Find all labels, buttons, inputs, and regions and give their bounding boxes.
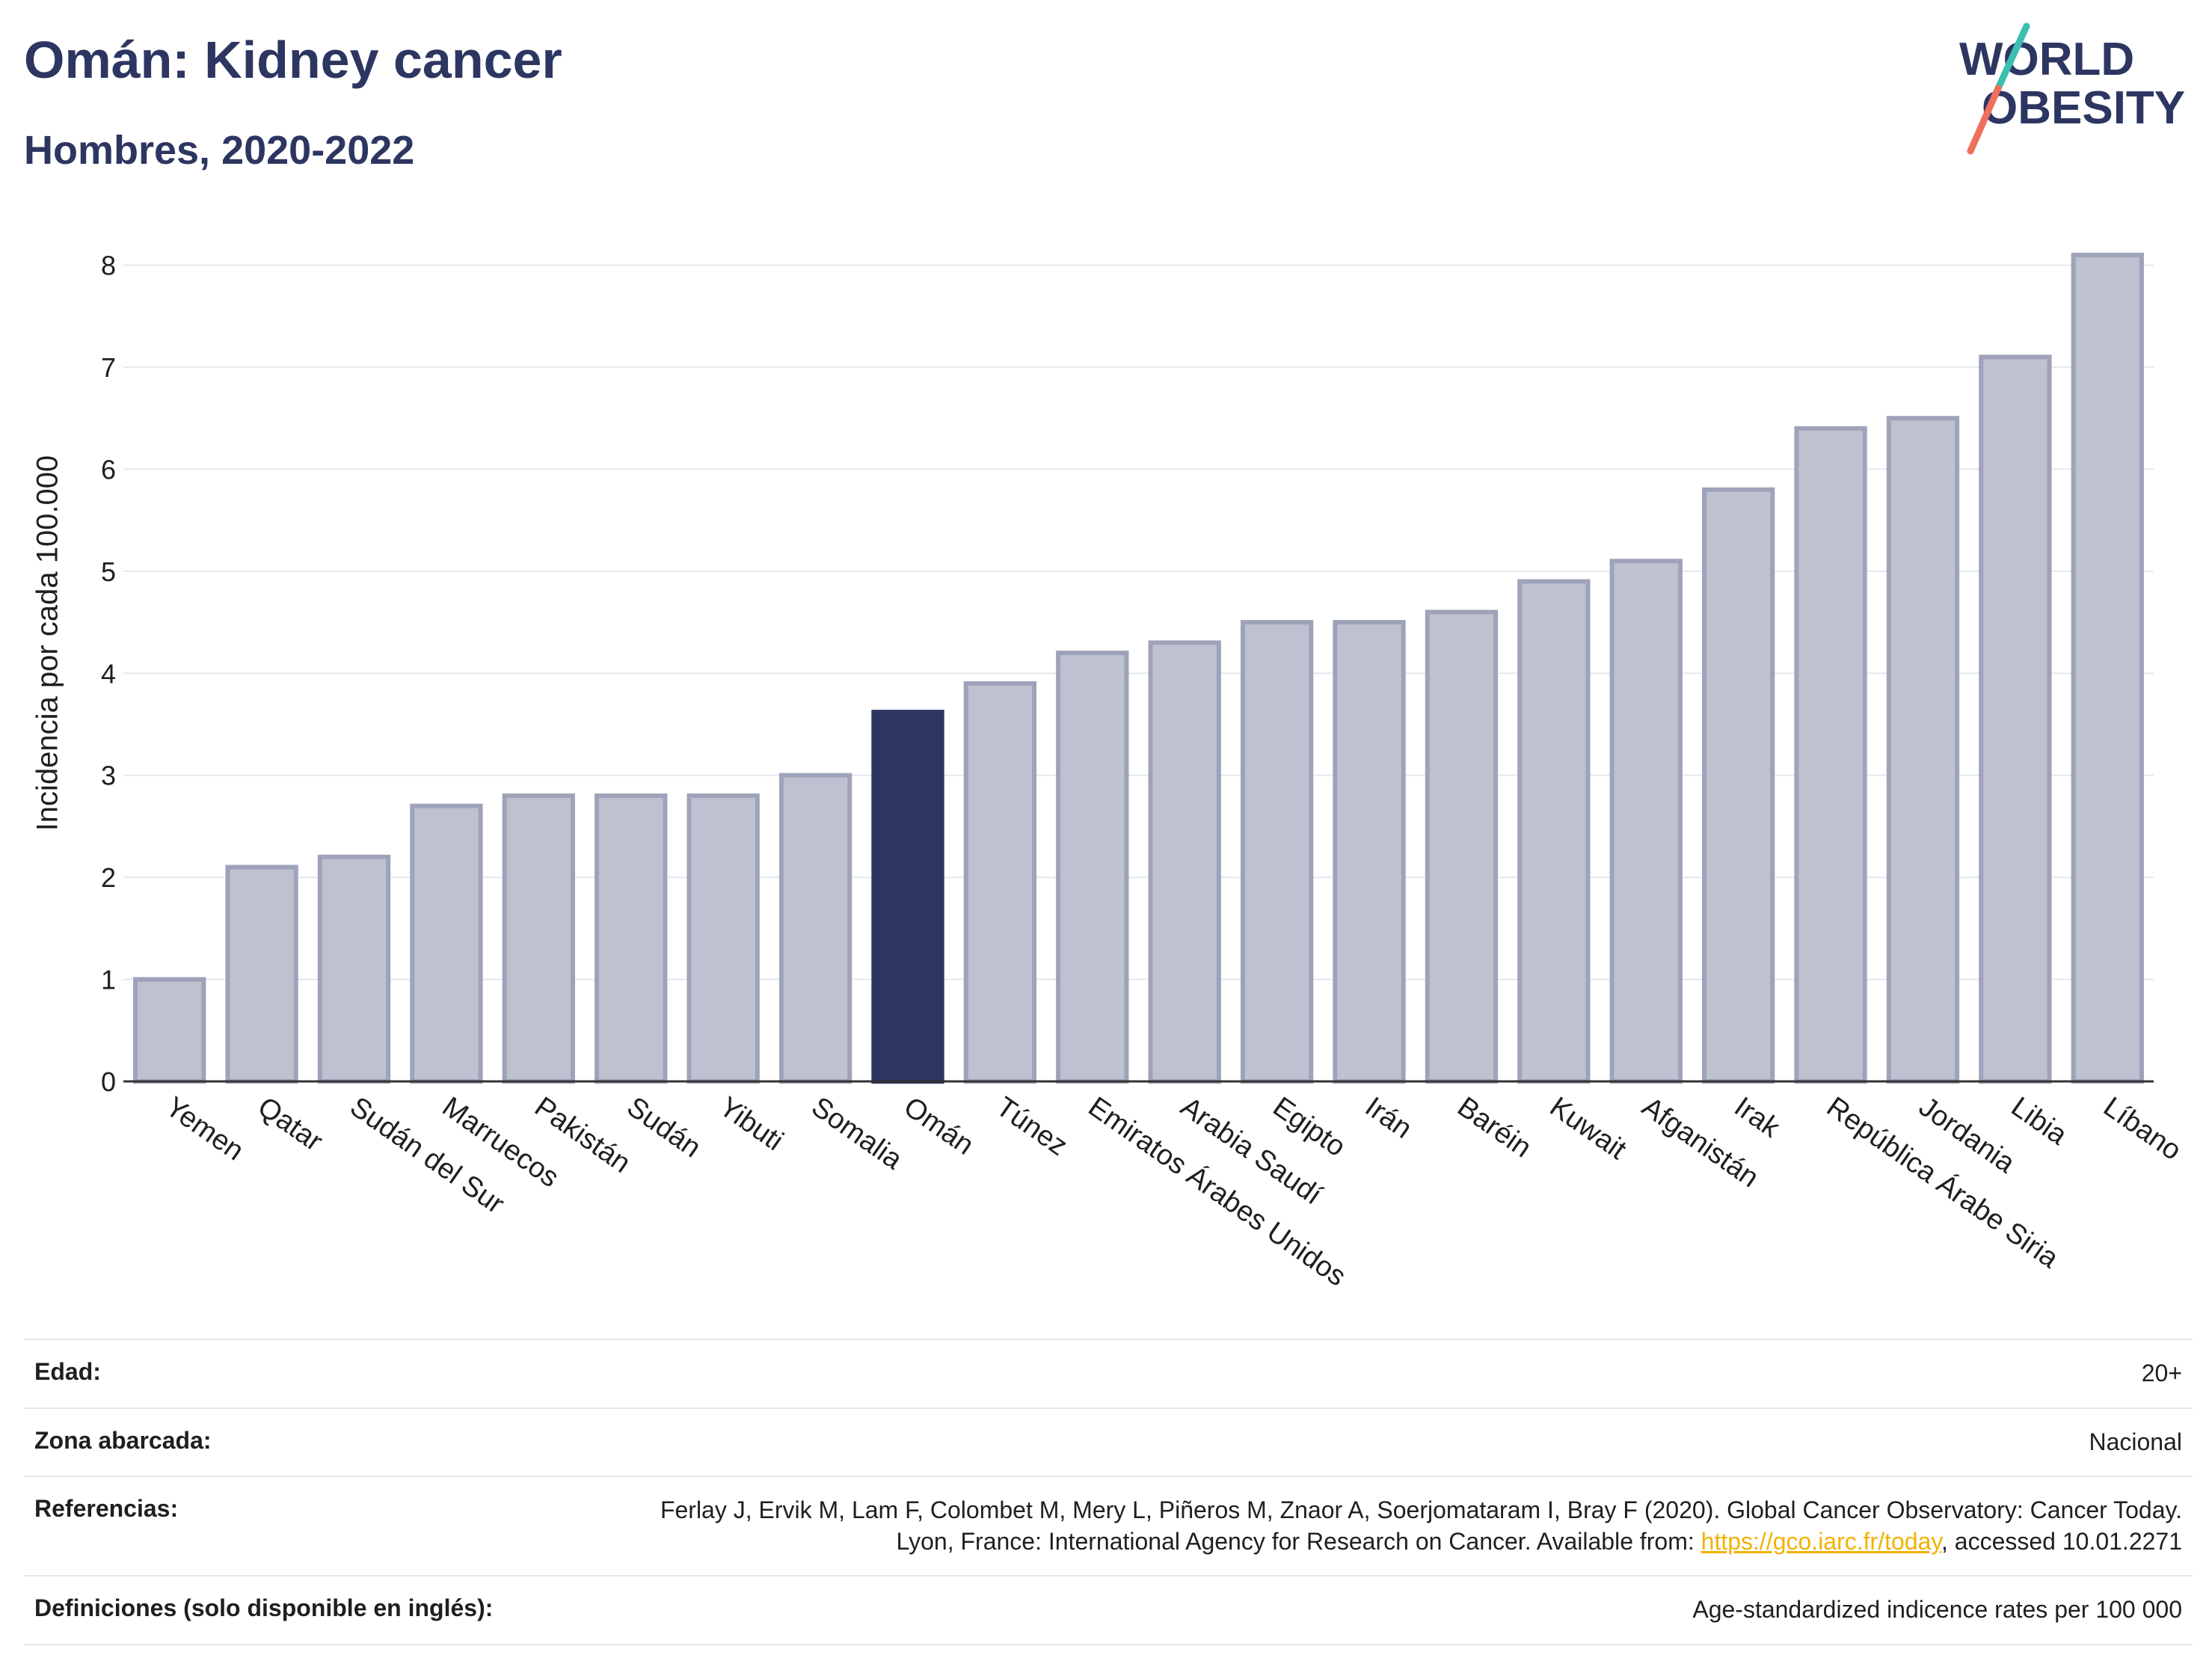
- y-tick-label: 7: [101, 352, 116, 383]
- world-obesity-logo: WORLD OBESITY: [1959, 22, 2185, 155]
- y-tick-label: 6: [101, 454, 116, 485]
- logo-line-1: WORLD: [1959, 34, 2134, 85]
- bar-kuwait: [1517, 579, 1591, 1084]
- y-tick-label: 8: [101, 251, 116, 281]
- bar-irak: [1701, 487, 1775, 1084]
- bar-jordania: [1886, 416, 1960, 1084]
- y-tick-label: 1: [101, 965, 116, 995]
- bar-qatar: [225, 865, 298, 1084]
- x-tick-label: Somalia: [805, 1091, 908, 1176]
- bars: [133, 252, 2144, 1084]
- meta-value: Nacional: [2089, 1428, 2182, 1455]
- x-axis-labels: Yemen Qatar Sudán del SurMarruecosPakistán…: [160, 1090, 2187, 1292]
- y-axis-ticks: 0 1 2 3 4 5 6 7 8: [101, 251, 116, 1097]
- bar-libia: [1979, 354, 2052, 1084]
- bar-república-árabe-siria: [1794, 426, 1867, 1084]
- bar-túnez: [963, 681, 1037, 1084]
- y-tick-label: 4: [101, 658, 116, 689]
- bar-sudán-del-sur: [317, 854, 391, 1084]
- bar-pakistán: [502, 793, 576, 1084]
- meta-value: Age-standardized indicence rates per 100…: [1692, 1596, 2182, 1624]
- x-tick-label: Irak: [1728, 1091, 1786, 1144]
- y-tick-label: 0: [101, 1066, 116, 1097]
- x-tick-label: Qatar: [252, 1091, 328, 1158]
- meta-row-definitions: Definiciones (solo disponible en inglés)…: [24, 1575, 2193, 1645]
- bar-líbano: [2071, 252, 2144, 1084]
- reference-link[interactable]: https://gco.iarc.fr/today: [1701, 1527, 1941, 1555]
- reference-text: Ferlay J, Ervik M, Lam F, Colombet M, Me…: [660, 1496, 2182, 1555]
- bar-sudán: [595, 793, 668, 1084]
- x-tick-label: Sudán del Sur: [344, 1091, 510, 1220]
- x-tick-label: Baréin: [1451, 1091, 1537, 1164]
- logo-line-2: OBESITY: [1982, 82, 2185, 134]
- bar-marruecos: [410, 803, 483, 1084]
- bar-afganistán: [1609, 559, 1683, 1084]
- meta-row-references: Referencias: Ferlay J, Ervik M, Lam F, C…: [24, 1476, 2193, 1575]
- x-tick-label: Líbano: [2098, 1091, 2187, 1167]
- meta-row-area: Zona abarcada: Nacional: [24, 1407, 2193, 1476]
- y-tick-label: 2: [101, 862, 116, 893]
- y-tick-label: 3: [101, 761, 116, 791]
- bar-omán: [871, 710, 944, 1084]
- x-tick-label: Túnez: [990, 1091, 1073, 1162]
- bar-irán: [1333, 620, 1406, 1084]
- bar-baréin: [1425, 610, 1499, 1084]
- logo-slash-teal: [1994, 22, 2030, 92]
- bar-arabia-saudí: [1148, 640, 1221, 1084]
- bar-egipto: [1240, 620, 1314, 1084]
- reference-text-end: , accessed 10.01.2271: [1941, 1527, 2182, 1555]
- meta-key: Definiciones (solo disponible en inglés)…: [34, 1594, 494, 1622]
- page-subtitle: Hombres, 2020-2022: [24, 128, 415, 173]
- meta-value: 20+: [2141, 1360, 2182, 1387]
- metadata-table: Edad: 20+ Zona abarcada: Nacional Refere…: [24, 1339, 2193, 1645]
- page-title: Omán: Kidney cancer: [24, 31, 562, 89]
- x-tick-label: Omán: [898, 1091, 980, 1161]
- x-tick-label: Libia: [2006, 1091, 2074, 1152]
- meta-key: Zona abarcada:: [34, 1426, 212, 1454]
- x-tick-label: Yibuti: [713, 1091, 789, 1157]
- logo-slash-coral: [1967, 85, 2002, 155]
- y-tick-label: 5: [101, 556, 116, 587]
- meta-value: Ferlay J, Ervik M, Lam F, Colombet M, Me…: [612, 1495, 2182, 1557]
- meta-key: Edad:: [34, 1358, 101, 1385]
- bar-yemen: [133, 977, 206, 1084]
- bar-emiratos-árabes-unidos: [1056, 651, 1129, 1084]
- bar-somalia: [778, 773, 852, 1084]
- x-tick-label: Kuwait: [1544, 1091, 1632, 1166]
- meta-key: Referencias:: [34, 1495, 179, 1523]
- bar-chart: 0 1 2 3 4 5 6 7 8 Yemen Qatar Sudán del SurMarruec…: [101, 251, 2187, 1293]
- y-axis-label: Incidencia por cada 100.000: [31, 455, 64, 832]
- x-tick-label: Yemen: [160, 1091, 250, 1167]
- meta-row-age: Edad: 20+: [24, 1339, 2193, 1407]
- x-tick-label: Irán: [1360, 1091, 1418, 1145]
- bar-yibuti: [686, 793, 760, 1084]
